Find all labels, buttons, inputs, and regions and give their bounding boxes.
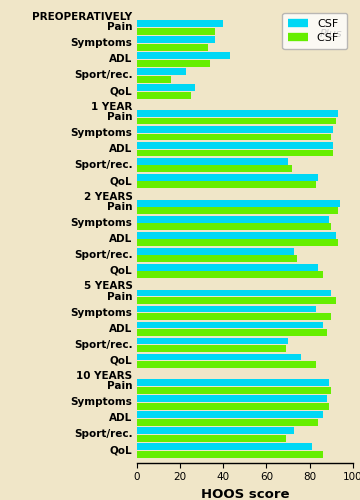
Bar [137,44,208,51]
Text: Sport/rec.: Sport/rec. [74,430,132,440]
Text: QoL: QoL [110,86,132,97]
Text: PREOPERATIVELY: PREOPERATIVELY [32,12,132,22]
Bar [137,428,294,434]
Text: 1 YEAR: 1 YEAR [91,102,132,112]
Text: Symptoms: Symptoms [71,308,132,318]
Bar [137,451,323,458]
Text: Symptoms: Symptoms [71,38,132,48]
Bar [137,329,327,336]
Text: Symptoms: Symptoms [71,218,132,228]
Bar [137,36,215,43]
Bar [137,380,329,386]
Bar [137,134,331,140]
Bar [137,412,323,418]
Bar [137,248,294,254]
Bar [137,110,338,117]
Bar [137,224,331,230]
Bar [137,216,329,222]
Bar [137,306,316,312]
Text: ADL: ADL [109,414,132,424]
Bar [137,338,288,344]
Text: QoL: QoL [110,356,132,366]
Bar [137,322,323,328]
Bar [137,28,215,34]
Text: Symptoms: Symptoms [71,128,132,138]
Text: Sport/rec.: Sport/rec. [74,160,132,170]
Bar [137,232,336,238]
Text: QoL: QoL [110,176,132,186]
Bar [137,396,327,402]
Bar [137,297,336,304]
Text: Pain: Pain [107,112,132,122]
Bar [137,361,316,368]
Bar [137,403,329,409]
Legend: CSF, CSF : CSF, CSF [283,13,347,49]
Text: ADL: ADL [109,144,132,154]
Bar [137,208,338,214]
Bar [137,240,338,246]
Bar [137,313,331,320]
Bar [137,256,297,262]
Text: Pain: Pain [107,202,132,212]
Bar [137,435,286,442]
Text: Pain: Pain [107,22,132,32]
Bar [137,126,333,133]
Text: ADL: ADL [109,54,132,64]
Text: Sport/rec.: Sport/rec. [74,340,132,349]
Text: Pain: Pain [107,292,132,302]
Text: 10 YEARS: 10 YEARS [76,371,132,381]
Text: Plus: Plus [320,28,342,38]
Bar [137,387,331,394]
Text: 5 YEARS: 5 YEARS [84,282,132,292]
Bar [137,60,210,66]
Text: Symptoms: Symptoms [71,398,132,407]
Bar [137,264,318,270]
Bar [137,174,318,181]
Text: QoL: QoL [110,446,132,456]
Bar [137,84,195,91]
Bar [137,444,312,450]
Bar [137,118,336,124]
Bar [137,68,186,75]
X-axis label: HOOS score: HOOS score [201,488,289,500]
Bar [137,76,171,82]
Bar [137,271,323,278]
Bar [137,166,292,172]
Text: ADL: ADL [109,234,132,244]
Text: Sport/rec.: Sport/rec. [74,250,132,260]
Bar [137,345,286,352]
Bar [137,419,318,426]
Bar [137,354,301,360]
Bar [137,158,288,165]
Text: ADL: ADL [109,324,132,334]
Bar [137,92,191,98]
Bar [137,200,340,206]
Text: Sport/rec.: Sport/rec. [74,70,132,81]
Bar [137,142,333,149]
Bar [137,150,333,156]
Text: 2 YEARS: 2 YEARS [84,192,132,202]
Bar [137,182,316,188]
Bar [137,52,230,59]
Bar [137,290,331,296]
Text: QoL: QoL [110,266,132,276]
Text: Pain: Pain [107,382,132,392]
Bar [137,20,223,27]
